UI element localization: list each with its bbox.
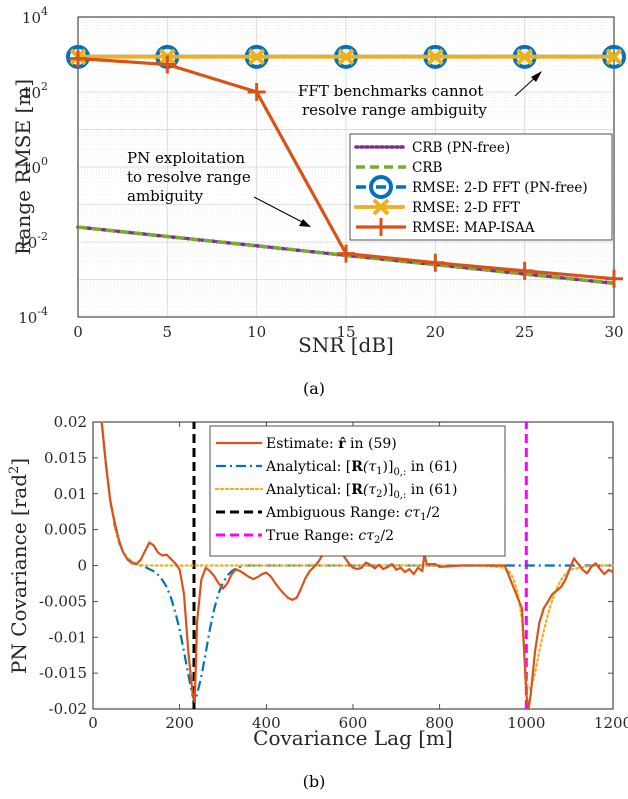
chart-b-ylabel: PN Covariance [rad2] [7, 458, 31, 674]
chart-b-ytick-label: -0.005 [39, 592, 87, 610]
annotation-pn: PN exploitation to resolve range ambigui… [127, 149, 311, 227]
annotation-fft-line-1: FFT benchmarks cannot [298, 82, 483, 100]
annotation-fft-line-2: resolve range ambiguity [302, 101, 487, 119]
annotation-fft: FFT benchmarks cannot resolve range ambi… [298, 71, 542, 119]
chart-a-point [605, 48, 623, 66]
chart-b-ytick-label: 0.02 [54, 413, 87, 431]
chart-a-xtick-label: 10 [247, 323, 266, 341]
caption-b: (b) [303, 772, 326, 791]
chart-b-ytick-label: 0.005 [44, 521, 87, 539]
chart-a-point [158, 55, 177, 74]
legend-b-item-true-range: True Range: cτ2/2 [266, 528, 394, 546]
legend-a-item-crb: CRB [412, 160, 442, 176]
chart-b-xtick-label: 1000 [507, 714, 545, 732]
chart-a-xtick-label: 15 [336, 323, 355, 341]
chart-b-xtick-label: 1200 [594, 714, 628, 732]
chart-a-xtick-label: 30 [604, 323, 623, 341]
chart-a-series [66, 44, 626, 288]
chart-b-xtick-label: 200 [165, 714, 194, 732]
chart-a-ytick-label: 10-4 [18, 305, 48, 327]
chart-a-xtick-label: 20 [426, 323, 445, 341]
chart-b-xtick-label: 600 [339, 714, 368, 732]
legend-a-item-map-isaa: RMSE: MAP-ISAA [412, 220, 535, 236]
chart-b-ytick-label: 0.015 [44, 449, 87, 467]
chart-b-ticks: 0 200 400 600 800 1000 1200 0.02 0.015 0.01 0.005 0… [39, 413, 628, 732]
annotation-pn-line-2: to resolve range [127, 168, 251, 186]
chart-a-xtick-label: 0 [73, 323, 83, 341]
chart-b-ytick-label: -0.01 [49, 628, 87, 646]
chart-a-point [248, 48, 266, 66]
chart-b-xtick-label: 0 [88, 714, 98, 732]
annotation-pn-arrowhead [299, 219, 311, 227]
chart-b-legend: Estimate: r̂ in (59) Analytical: [R(τ1)]… [209, 425, 506, 557]
legend-a-item-crb-pnfree: CRB (PN-free) [412, 140, 510, 156]
legend-a-item-fft: RMSE: 2-D FFT [412, 200, 520, 216]
annotation-pn-line-3: ambiguity [127, 187, 204, 205]
chart-a-ylabel: Range RMSE [m] [11, 79, 35, 255]
chart-a-point [69, 49, 87, 68]
chart-a-point [516, 48, 534, 66]
chart-a-xtick-label: 5 [163, 323, 173, 341]
chart-a-point [605, 269, 623, 288]
legend-a-item-fft-pnfree: RMSE: 2-D FFT (PN-free) [412, 180, 588, 196]
annotation-pn-line-1: PN exploitation [127, 149, 245, 167]
chart-a-point [337, 244, 355, 263]
chart-b-ytick-label: -0.02 [49, 700, 87, 718]
chart-b-xtick-label: 800 [425, 714, 454, 732]
chart-a-ytick-label: 104 [22, 5, 48, 27]
annotation-fft-arrowhead [531, 71, 542, 82]
chart-b-ytick-label: -0.015 [39, 664, 87, 682]
legend-b-item-analytical-1: Analytical: [R(τ1)]0,: in (61) [265, 459, 458, 478]
chart-b-ytick-label: 0 [77, 557, 87, 575]
chart-a-point [426, 48, 444, 66]
legend-a-marker [372, 198, 390, 216]
chart-a-xlabel: SNR [dB] [298, 333, 394, 357]
legend-b-item-estimate: Estimate: r̂ in (59) [266, 436, 397, 452]
chart-a-grid [77, 16, 615, 318]
legend-a-marker [372, 218, 390, 236]
chart-a-legend: CRB (PN-free) CRB RMSE: 2-D FFT (PN-free… [349, 133, 613, 241]
chart-a-xtick-label: 25 [515, 323, 534, 341]
chart-a-point [247, 83, 266, 101]
chart-b: 0 200 400 600 800 1000 1200 0.02 0.015 0.01 0.005 0… [7, 413, 628, 791]
caption-a: (a) [303, 379, 325, 398]
legend-a-marker [369, 175, 393, 199]
chart-a-legend-box [349, 133, 613, 241]
legend-b-item-analytical-2: Analytical: [R(τ2)]0,: in (61) [265, 482, 458, 501]
chart-b-xlabel: Covariance Lag [m] [253, 726, 453, 750]
annotation-pn-arrow [253, 196, 305, 224]
chart-b-ytick-label: 0.01 [54, 485, 87, 503]
legend-b-item-ambiguous: Ambiguous Range: cτ1/2 [265, 505, 440, 523]
chart-b-xtick-label: 400 [252, 714, 281, 732]
chart-a-point [515, 261, 534, 280]
chart-a-point [426, 253, 445, 272]
chart-a-point [337, 48, 355, 66]
chart-a-frame [77, 16, 615, 318]
